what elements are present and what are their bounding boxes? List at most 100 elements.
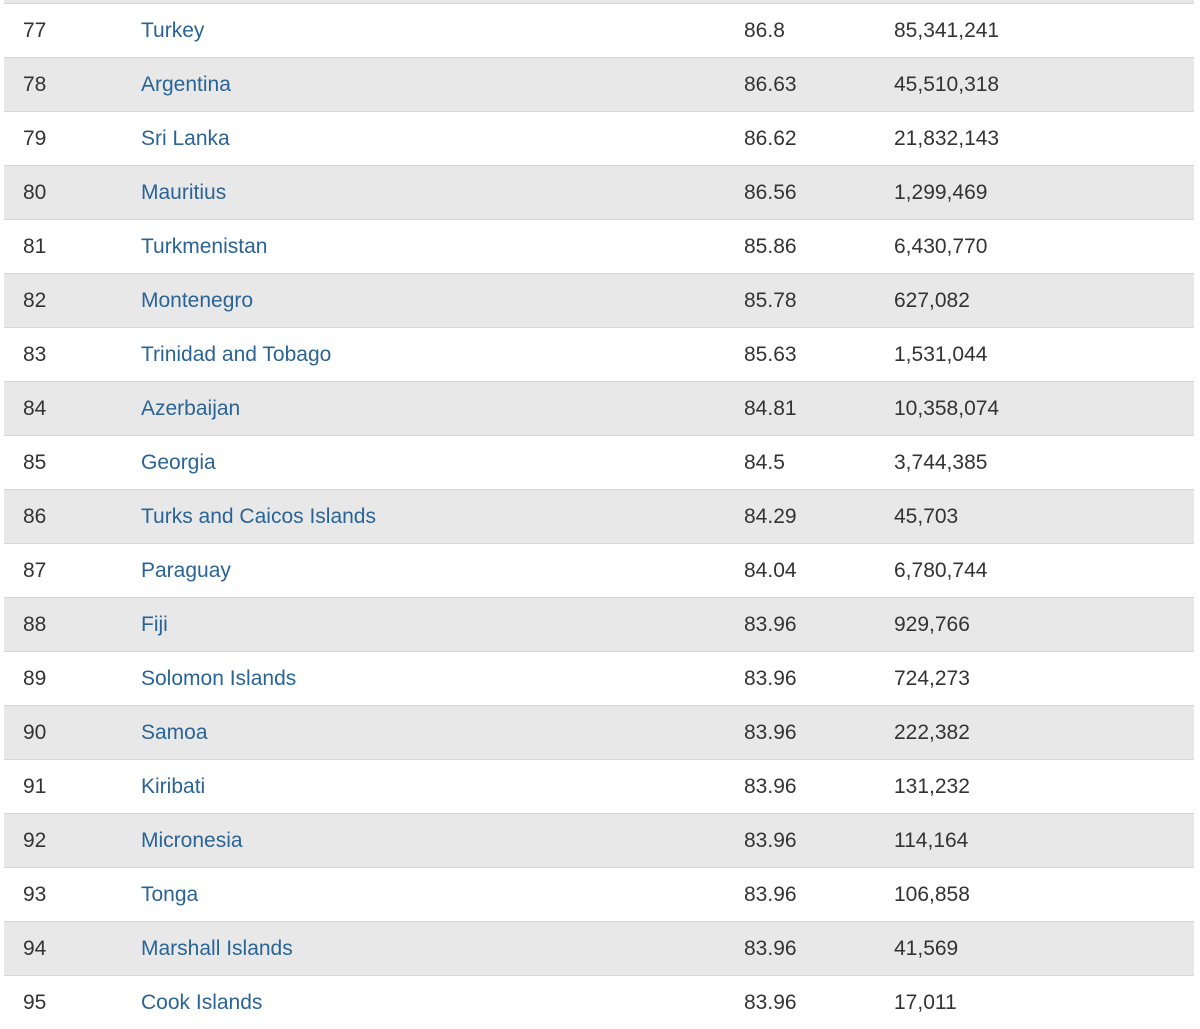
rank-cell: 85 bbox=[23, 450, 47, 474]
population-cell: 106,858 bbox=[894, 882, 970, 906]
country-link[interactable]: Turkmenistan bbox=[141, 234, 268, 258]
country-cell: Turkey bbox=[141, 19, 744, 43]
rank-cell: 91 bbox=[23, 774, 47, 798]
country-link[interactable]: Azerbaijan bbox=[141, 396, 241, 420]
population-cell: 627,082 bbox=[894, 288, 970, 312]
population-cell: 6,430,770 bbox=[894, 234, 988, 258]
country-cell: Mauritius bbox=[141, 181, 744, 205]
country-link[interactable]: Trinidad and Tobago bbox=[141, 342, 332, 366]
country-cell: Trinidad and Tobago bbox=[141, 343, 744, 367]
population-cell: 131,232 bbox=[894, 774, 970, 798]
country-link[interactable]: Tonga bbox=[141, 882, 199, 906]
rank-cell: 90 bbox=[23, 720, 47, 744]
population-cell: 21,832,143 bbox=[894, 126, 1000, 150]
population-cell: 1,531,044 bbox=[894, 342, 988, 366]
population-cell: 45,510,318 bbox=[894, 72, 1000, 96]
table-row: 90 Samoa 83.96 222,382 bbox=[4, 705, 1194, 759]
country-cell: Solomon Islands bbox=[141, 667, 744, 691]
country-cell: Micronesia bbox=[141, 829, 744, 853]
table-body: 77 Turkey 86.8 85,341,241 78 Argentina 8… bbox=[4, 3, 1194, 1029]
population-cell: 85,341,241 bbox=[894, 18, 1000, 42]
table-row: 82 Montenegro 85.78 627,082 bbox=[4, 273, 1194, 327]
country-cell: Sri Lanka bbox=[141, 127, 744, 151]
table-row: 84 Azerbaijan 84.81 10,358,074 bbox=[4, 381, 1194, 435]
country-link[interactable]: Montenegro bbox=[141, 288, 254, 312]
rank-cell: 95 bbox=[23, 990, 47, 1014]
population-cell: 3,744,385 bbox=[894, 450, 988, 474]
table-row: 86 Turks and Caicos Islands 84.29 45,703 bbox=[4, 489, 1194, 543]
rank-cell: 82 bbox=[23, 288, 47, 312]
country-link[interactable]: Turkey bbox=[141, 18, 205, 42]
score-cell: 83.96 bbox=[744, 774, 797, 798]
rank-cell: 87 bbox=[23, 558, 47, 582]
score-cell: 86.8 bbox=[744, 18, 785, 42]
table-row: 95 Cook Islands 83.96 17,011 bbox=[4, 975, 1194, 1029]
rank-cell: 88 bbox=[23, 612, 47, 636]
country-cell: Fiji bbox=[141, 613, 744, 637]
country-link[interactable]: Georgia bbox=[141, 450, 216, 474]
rank-cell: 93 bbox=[23, 882, 47, 906]
table-row: 77 Turkey 86.8 85,341,241 bbox=[4, 3, 1194, 57]
population-cell: 10,358,074 bbox=[894, 396, 1000, 420]
rank-cell: 89 bbox=[23, 666, 47, 690]
population-cell: 724,273 bbox=[894, 666, 970, 690]
country-cell: Paraguay bbox=[141, 559, 744, 583]
country-link[interactable]: Kiribati bbox=[141, 774, 206, 798]
table-row: 83 Trinidad and Tobago 85.63 1,531,044 bbox=[4, 327, 1194, 381]
score-cell: 84.04 bbox=[744, 558, 797, 582]
country-cell: Turkmenistan bbox=[141, 235, 744, 259]
score-cell: 83.96 bbox=[744, 666, 797, 690]
score-cell: 83.96 bbox=[744, 720, 797, 744]
country-cell: Samoa bbox=[141, 721, 744, 745]
country-cell: Turks and Caicos Islands bbox=[141, 505, 744, 529]
country-link[interactable]: Cook Islands bbox=[141, 990, 263, 1014]
country-link[interactable]: Sri Lanka bbox=[141, 126, 230, 150]
score-cell: 86.62 bbox=[744, 126, 797, 150]
table-row: 81 Turkmenistan 85.86 6,430,770 bbox=[4, 219, 1194, 273]
score-cell: 83.96 bbox=[744, 828, 797, 852]
table-row: 79 Sri Lanka 86.62 21,832,143 bbox=[4, 111, 1194, 165]
rank-cell: 81 bbox=[23, 234, 47, 258]
country-link[interactable]: Turks and Caicos Islands bbox=[141, 504, 376, 528]
rank-cell: 94 bbox=[23, 936, 47, 960]
table-row: 85 Georgia 84.5 3,744,385 bbox=[4, 435, 1194, 489]
score-cell: 84.5 bbox=[744, 450, 785, 474]
country-cell: Marshall Islands bbox=[141, 937, 744, 961]
population-cell: 114,164 bbox=[894, 828, 969, 852]
country-cell: Georgia bbox=[141, 451, 744, 475]
rank-cell: 83 bbox=[23, 342, 47, 366]
table-row: 78 Argentina 86.63 45,510,318 bbox=[4, 57, 1194, 111]
country-ranking-table: 77 Turkey 86.8 85,341,241 78 Argentina 8… bbox=[4, 0, 1194, 1029]
score-cell: 85.63 bbox=[744, 342, 797, 366]
rank-cell: 80 bbox=[23, 180, 47, 204]
population-cell: 45,703 bbox=[894, 504, 959, 528]
population-cell: 41,569 bbox=[894, 936, 959, 960]
country-link[interactable]: Samoa bbox=[141, 720, 208, 744]
score-cell: 84.81 bbox=[744, 396, 797, 420]
country-link[interactable]: Marshall Islands bbox=[141, 936, 293, 960]
country-cell: Argentina bbox=[141, 73, 744, 97]
country-cell: Montenegro bbox=[141, 289, 744, 313]
country-link[interactable]: Paraguay bbox=[141, 558, 231, 582]
table-row: 87 Paraguay 84.04 6,780,744 bbox=[4, 543, 1194, 597]
score-cell: 83.96 bbox=[744, 936, 797, 960]
rank-cell: 78 bbox=[23, 72, 47, 96]
country-cell: Tonga bbox=[141, 883, 744, 907]
score-cell: 86.56 bbox=[744, 180, 797, 204]
score-cell: 83.96 bbox=[744, 990, 797, 1014]
population-cell: 222,382 bbox=[894, 720, 970, 744]
rank-cell: 79 bbox=[23, 126, 47, 150]
country-link[interactable]: Micronesia bbox=[141, 828, 243, 852]
country-link[interactable]: Fiji bbox=[141, 612, 168, 636]
table-row: 93 Tonga 83.96 106,858 bbox=[4, 867, 1194, 921]
score-cell: 83.96 bbox=[744, 612, 797, 636]
previous-row-sliver bbox=[4, 0, 1194, 3]
rank-cell: 77 bbox=[23, 18, 47, 42]
country-cell: Kiribati bbox=[141, 775, 744, 799]
score-cell: 86.63 bbox=[744, 72, 797, 96]
population-cell: 929,766 bbox=[894, 612, 970, 636]
country-link[interactable]: Argentina bbox=[141, 72, 231, 96]
country-link[interactable]: Mauritius bbox=[141, 180, 227, 204]
country-link[interactable]: Solomon Islands bbox=[141, 666, 297, 690]
rank-cell: 92 bbox=[23, 828, 47, 852]
